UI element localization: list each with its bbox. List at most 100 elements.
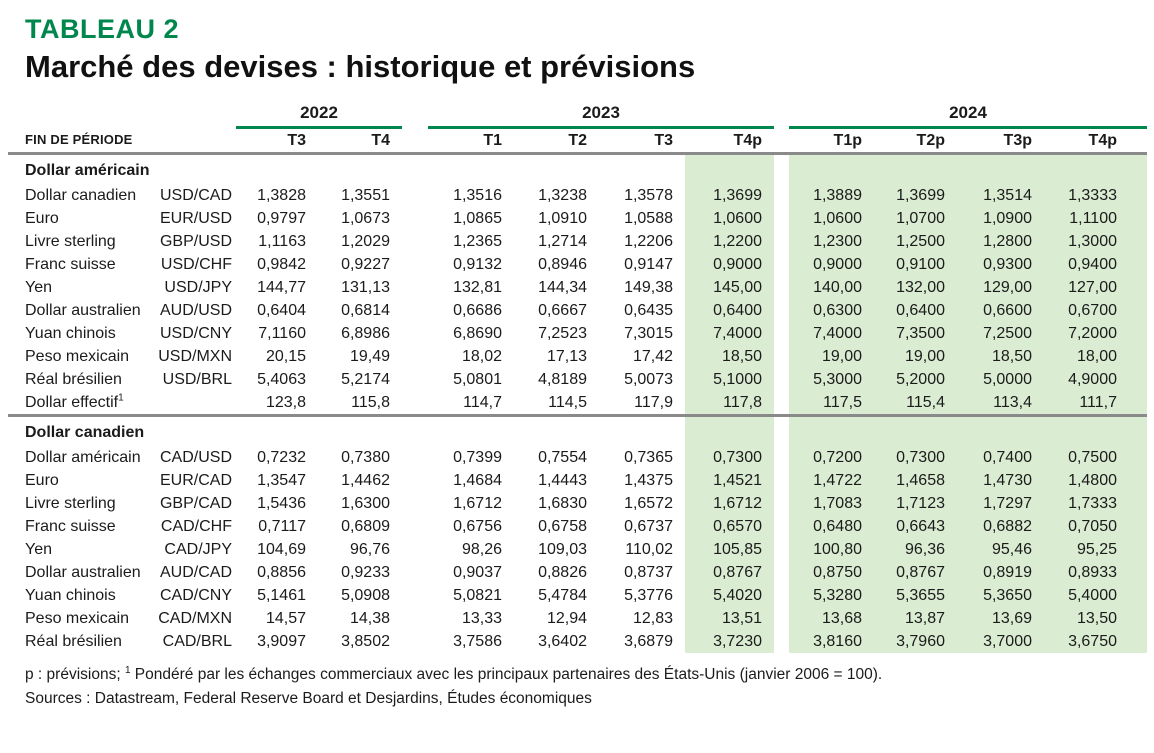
value-cell: 3,7586 <box>453 633 502 650</box>
table-row: Yen CAD/JPY 104,69 96,76 98,26 109,03 110,02 10… <box>8 538 1147 561</box>
quarter-gap <box>402 127 428 155</box>
value-cell: 0,9037 <box>453 564 502 581</box>
corner-blank <box>8 101 236 128</box>
spacer-cell <box>402 154 428 185</box>
spacer-cell <box>402 230 428 253</box>
fx-table: 2022 2023 2024 FIN DE PÉRIODE T3 T4 T1 T2 T3 T4p T… <box>8 101 1147 653</box>
year-header-2023: 2023 <box>428 101 774 129</box>
row-label-sup: 1 <box>118 392 124 404</box>
value-cell: 0,6400 <box>685 299 774 322</box>
value-cell: 1,2029 <box>341 233 390 250</box>
value-cell: 1,0700 <box>874 207 957 230</box>
quarter-header-2023-T4p: T4p <box>685 127 774 155</box>
quarter-header-2022-T4: T4 <box>318 127 402 155</box>
value-cell: 1,2200 <box>685 230 774 253</box>
value-cell: 5,2000 <box>874 368 957 391</box>
value-cell: 1,4375 <box>624 472 673 489</box>
spacer-cell <box>402 561 428 584</box>
table-row: Livre sterling GBP/CAD 1,5436 1,6300 1,6712 1… <box>8 492 1147 515</box>
value-cell: 0,7399 <box>453 449 502 466</box>
value-cell: 1,7123 <box>874 492 957 515</box>
value-cell: 17,13 <box>546 348 587 365</box>
table-row: Peso mexicain CAD/MXN 14,57 14,38 13,33 12,94… <box>8 607 1147 630</box>
quarter-header-2023-T2: T2 <box>514 127 599 155</box>
currency-pair: CAD/MXN <box>158 610 232 627</box>
spacer-cell <box>402 253 428 276</box>
row-label: Dollar australien <box>25 302 141 319</box>
footnotes: p : prévisions; 1 Pondéré par les échang… <box>25 664 1154 709</box>
spacer-cell <box>774 230 789 253</box>
value-cell: 7,2523 <box>538 325 587 342</box>
value-cell: 0,9797 <box>257 210 306 227</box>
value-cell: 0,6643 <box>874 515 957 538</box>
value-cell: 13,51 <box>685 607 774 630</box>
spacer-cell <box>402 276 428 299</box>
value-cell: 5,4000 <box>1044 584 1147 607</box>
value-cell: 127,00 <box>1044 276 1147 299</box>
table-row: Dollar canadien USD/CAD 1,3828 1,3551 1,3516… <box>8 184 1147 207</box>
value-cell: 117,5 <box>789 391 874 416</box>
value-cell: 0,7200 <box>789 446 874 469</box>
table-row: Franc suisse CAD/CHF 0,7117 0,6809 0,6756 0,6… <box>8 515 1147 538</box>
value-cell: 0,6667 <box>538 302 587 319</box>
value-cell: 140,00 <box>789 276 874 299</box>
currency-pair <box>158 391 236 416</box>
currency-pair: USD/BRL <box>162 371 232 388</box>
value-cell: 0,6737 <box>624 518 673 535</box>
value-cell: 5,4063 <box>257 371 306 388</box>
value-cell: 0,8933 <box>1044 561 1147 584</box>
value-cell: 0,6600 <box>957 299 1044 322</box>
value-cell: 17,42 <box>632 348 673 365</box>
value-cell: 0,7300 <box>685 446 774 469</box>
value-cell: 144,34 <box>538 279 587 296</box>
value-cell: 1,6712 <box>453 495 502 512</box>
value-cell: 0,6480 <box>789 515 874 538</box>
value-cell: 1,6712 <box>685 492 774 515</box>
section-filler-cell <box>318 414 402 446</box>
row-label: Dollar américain <box>25 449 141 466</box>
value-cell: 0,8946 <box>538 256 587 273</box>
value-cell: 1,2300 <box>789 230 874 253</box>
value-cell: 13,68 <box>789 607 874 630</box>
value-cell: 0,6400 <box>874 299 957 322</box>
value-cell: 1,4684 <box>453 472 502 489</box>
value-cell: 7,4000 <box>789 322 874 345</box>
value-cell: 144,77 <box>257 279 306 296</box>
spacer-cell <box>402 515 428 538</box>
value-cell: 1,6572 <box>624 495 673 512</box>
value-cell: 0,7117 <box>258 518 306 535</box>
currency-pair: GBP/USD <box>159 233 232 250</box>
value-cell: 5,3655 <box>874 584 957 607</box>
quarter-header-2024-T3p: T3p <box>957 127 1044 155</box>
table-row: Yen USD/JPY 144,77 131,13 132,81 144,34 149,38… <box>8 276 1147 299</box>
spacer-cell <box>402 368 428 391</box>
value-cell: 0,7500 <box>1044 446 1147 469</box>
value-cell: 4,9000 <box>1044 368 1147 391</box>
value-cell: 131,13 <box>341 279 390 296</box>
footnote-sup: 1 <box>124 664 131 676</box>
value-cell: 7,2500 <box>957 322 1044 345</box>
currency-pair: EUR/USD <box>159 210 232 227</box>
year-gap <box>402 101 428 128</box>
value-cell: 132,00 <box>874 276 957 299</box>
value-cell: 115,4 <box>874 391 957 416</box>
value-cell: 20,15 <box>265 348 306 365</box>
row-label: Peso mexicain <box>25 348 130 365</box>
currency-pair: CAD/JPY <box>164 541 232 558</box>
currency-pair: EUR/CAD <box>159 472 232 489</box>
value-cell: 1,7333 <box>1044 492 1147 515</box>
value-cell: 1,5436 <box>257 495 306 512</box>
value-cell: 0,7300 <box>874 446 957 469</box>
spacer-cell <box>774 538 789 561</box>
value-cell: 0,6758 <box>538 518 587 535</box>
value-cell: 0,8750 <box>789 561 874 584</box>
spacer-cell <box>774 561 789 584</box>
value-cell: 18,50 <box>957 345 1044 368</box>
section-filler-cell <box>789 153 874 184</box>
value-cell: 0,6300 <box>789 299 874 322</box>
document-page: TABLEAU 2 Marché des devises : historiqu… <box>0 14 1154 753</box>
value-cell: 1,2206 <box>624 233 673 250</box>
value-cell: 0,6809 <box>341 518 390 535</box>
value-cell: 1,3699 <box>685 184 774 207</box>
value-cell: 1,3238 <box>538 187 587 204</box>
